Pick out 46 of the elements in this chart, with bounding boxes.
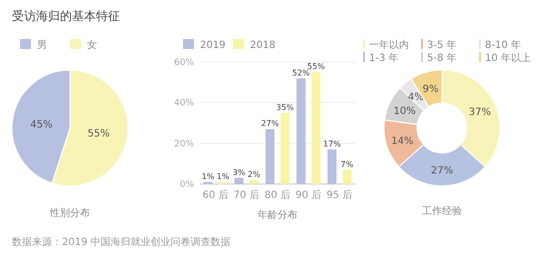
- legend-item: 2018: [233, 39, 276, 51]
- data-label: 10%: [394, 106, 416, 117]
- legend-label: 1-3 年: [369, 52, 399, 64]
- legend-label: 女: [87, 39, 97, 51]
- x-tick-label: 90 后: [296, 189, 322, 201]
- data-label: 1%: [202, 172, 215, 181]
- legend-label: 男: [37, 40, 47, 51]
- data-label: 9%: [422, 84, 438, 96]
- x-tick-label: 80 后: [264, 189, 290, 201]
- data-label: 7%: [340, 160, 354, 169]
- data-label: 17%: [323, 139, 342, 148]
- data-label: 35%: [276, 102, 294, 112]
- data-label: 1%: [216, 172, 230, 181]
- legend-label: 2018: [250, 40, 276, 51]
- legend-item: 1-3 年: [363, 52, 399, 64]
- x-tick-label: 70 后: [234, 189, 260, 201]
- legend-label: 3-5 年: [427, 39, 457, 51]
- x-tick-label: 95 后: [326, 189, 352, 201]
- y-tick-label: 40%: [174, 98, 194, 109]
- legend-item: 10 年以上: [479, 52, 531, 64]
- data-label: 14%: [391, 136, 414, 148]
- data-label: 2%: [248, 170, 261, 179]
- y-tick-label: 0%: [180, 180, 194, 190]
- legend-item: 女: [70, 39, 97, 51]
- data-label: 55%: [88, 128, 110, 140]
- legend-item: 8-10 年: [479, 39, 521, 51]
- text: 工作经验: [422, 205, 462, 217]
- y-tick-label: 20%: [174, 139, 194, 150]
- legend-item: 3-5 年: [421, 39, 457, 51]
- legend-item: 男: [20, 39, 47, 51]
- legend-label: 2019: [200, 40, 226, 51]
- legend-item: 2019: [183, 39, 226, 51]
- data-label: 37%: [468, 107, 491, 118]
- data-label: 27%: [261, 119, 280, 128]
- x-axis-title: 年龄分布: [258, 209, 298, 221]
- legend-label: 5-8 年: [427, 52, 457, 64]
- y-tick-label: 60%: [174, 58, 194, 68]
- chart-title: 受访海归的基本特征: [12, 9, 120, 23]
- data-label: 3%: [232, 168, 246, 177]
- text: 性别分布: [49, 207, 90, 219]
- source-note: 数据来源：2019 中国海归就业创业问卷调查数据: [12, 236, 231, 248]
- data-label: 45%: [30, 119, 52, 130]
- data-label: 27%: [430, 165, 454, 176]
- x-tick-label: 60 后: [202, 189, 228, 201]
- legend-item: 一年以内: [363, 39, 409, 51]
- legend-item: 5-8 年: [421, 52, 457, 64]
